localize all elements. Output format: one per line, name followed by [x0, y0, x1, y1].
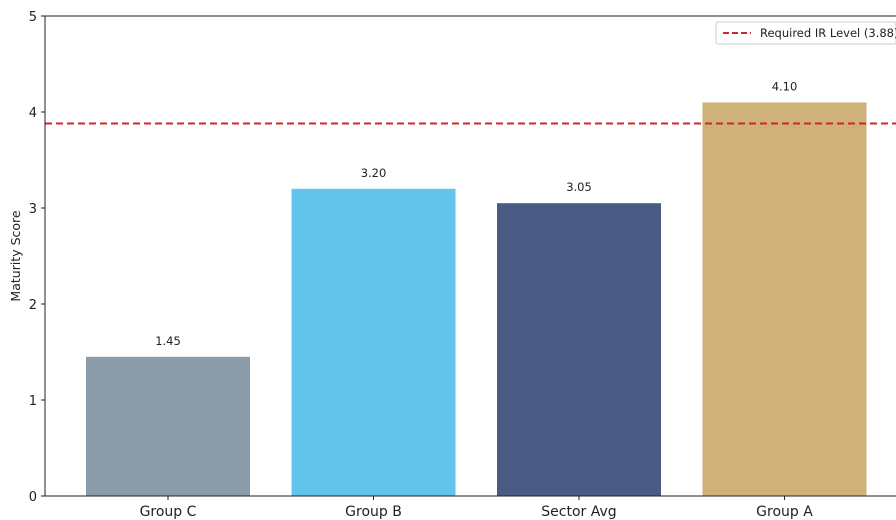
bar-value-label: 3.20 — [361, 166, 387, 180]
legend-box — [715, 21, 896, 45]
legend-label: Required IR Level (3.88) — [760, 26, 896, 40]
x-tick-label: Sector Avg — [541, 504, 616, 520]
bar — [291, 188, 456, 497]
y-tick-label: 4 — [29, 106, 37, 121]
legend: Required IR Level (3.88) — [715, 21, 896, 45]
bar — [702, 102, 867, 497]
y-tick-label: 1 — [29, 394, 37, 409]
bars-layer — [86, 102, 867, 497]
bar — [86, 356, 250, 496]
axes-layer: 0 1 2 3 4 5 — [29, 10, 896, 505]
x-tick-label: Group B — [345, 504, 402, 520]
bar — [497, 203, 661, 496]
x-tick-label: Group A — [756, 504, 813, 520]
y-tick-label: 5 — [29, 10, 37, 25]
y-tick-label: 3 — [29, 202, 37, 217]
y-axis-title: Maturity Score — [8, 210, 23, 301]
y-tick-label: 2 — [29, 298, 37, 313]
bar-value-label: 4.10 — [772, 79, 798, 93]
bar-value-label: 1.45 — [155, 334, 181, 348]
labels-layer: 1.45 Group C 3.20 Group B 3.05 Sector Avg 4.10… — [140, 79, 814, 520]
y-tick-label: 0 — [29, 490, 37, 505]
bar-value-label: 3.05 — [566, 180, 592, 194]
x-tick-label: Group C — [140, 504, 197, 520]
